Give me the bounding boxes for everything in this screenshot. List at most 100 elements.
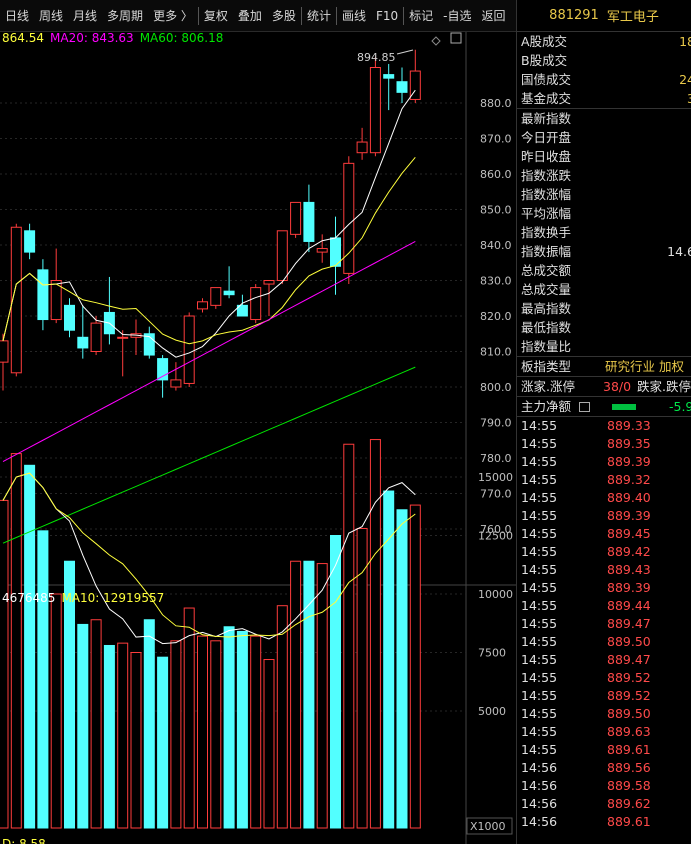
tick-time: 14:55 [521, 472, 558, 487]
toolbar-item-3[interactable]: 多周期 [107, 8, 144, 23]
tick-time: 14:56 [521, 778, 558, 793]
toolbar-item-9[interactable]: 画线 [341, 8, 366, 23]
tick-price: 889.39 [607, 580, 651, 595]
stat-value: 14.6 [667, 244, 691, 259]
volume-bar [383, 490, 395, 829]
stat-label: 最高指数 [521, 301, 572, 316]
tick-price: 889.47 [607, 616, 651, 631]
tick-row: 14:56 889.58 [517, 777, 691, 795]
stat-value: 24 [679, 72, 691, 87]
tick-row: 14:55 889.39 [517, 507, 691, 525]
updown-label: 涨家.涨停 [521, 379, 575, 394]
volume-bar [90, 619, 102, 829]
price-tick-label: 790.0 [480, 417, 512, 430]
price-tick-label: 880.0 [480, 97, 512, 110]
toolbar-item-5[interactable]: 复权 [203, 8, 228, 23]
mainflow-label: 主力净额 [521, 399, 572, 414]
price-tick-label: 780.0 [480, 452, 512, 465]
tick-time: 14:55 [521, 418, 558, 433]
stat-row: 最低指数 [517, 318, 691, 337]
candle-down [143, 333, 155, 356]
volume-bar [197, 635, 208, 829]
tick-row: 14:55 889.42 [517, 543, 691, 561]
stat-row: 总成交额 [517, 261, 691, 280]
list-icon[interactable] [579, 402, 590, 412]
toolbar-item-8[interactable]: 统计 [306, 8, 331, 23]
stat-row: 指数涨幅 [517, 185, 691, 204]
sector-type-row: 板指类型 研究行业 加权 [517, 357, 691, 377]
volume-legend: 4676485 MA10: 12919557 [2, 591, 164, 605]
volume-bar [276, 605, 288, 829]
price-tick-label: 860.0 [480, 168, 512, 181]
candlestick-chart[interactable]: 880.0 870.0 860.0 850.0 840.0 830.0 820.0 810.0… [0, 32, 516, 844]
stat-row: 指数涨跌 [517, 166, 691, 185]
tick-price: 889.63 [607, 724, 651, 739]
ma10-line [2, 156, 416, 345]
candle-down [77, 336, 89, 349]
stat-row: B股成交 [517, 51, 691, 70]
tick-price: 889.47 [607, 652, 651, 667]
toolbar-item-10[interactable]: F10 [375, 8, 399, 23]
tick-price: 889.58 [607, 778, 651, 793]
candle-up [290, 201, 302, 235]
volume-tick-label: 7500 [478, 647, 506, 660]
volume-bar [409, 504, 421, 829]
toolbar-separator [197, 6, 199, 25]
diamond-icon [431, 36, 441, 46]
tick-price: 889.50 [607, 634, 651, 649]
sector-value[interactable]: 研究行业 加权 [605, 359, 684, 374]
stat-row: 指数振幅 14.6 [517, 242, 691, 261]
ma20-legend: MA20: 843.63 [50, 32, 134, 45]
toolbar-item-11[interactable]: 标记 [409, 8, 434, 23]
toolbar-item-12[interactable]: -自选 [443, 8, 472, 23]
tick-time: 14:55 [521, 706, 558, 721]
tick-row: 14:55 889.47 [517, 615, 691, 633]
tick-row: 14:55 889.47 [517, 651, 691, 669]
stat-label: 指数涨幅 [521, 187, 572, 202]
candle-up [183, 315, 195, 384]
volume-unit: X1000 [470, 820, 506, 833]
candle-down [223, 290, 235, 296]
updown-value: 38/0 [603, 379, 632, 394]
ma20-line [2, 241, 416, 462]
volume-bar [50, 593, 62, 829]
stat-value: 3 [687, 89, 691, 108]
toolbar-item-13[interactable]: 返回 [481, 8, 506, 23]
candle-down [396, 81, 408, 93]
sector-label: 板指类型 [521, 359, 572, 374]
index-code: 881291 [549, 8, 599, 23]
toolbar-item-7[interactable]: 多股 [271, 8, 296, 23]
candle-down [383, 74, 395, 79]
volume-bar [263, 659, 275, 829]
tick-list[interactable]: 14:55 889.33 14:55 889.35 14:55 889.39 14:55 88… [517, 417, 691, 831]
price-tick-label: 830.0 [480, 275, 512, 288]
toolbar-item-2[interactable]: 月线 [73, 8, 98, 23]
toolbar-item-0[interactable]: 日线 [5, 8, 30, 23]
price-tick-label: 850.0 [480, 204, 512, 217]
stat-label: 指数换手 [521, 225, 572, 240]
volume-bar [170, 640, 182, 829]
volume-bar [250, 635, 262, 829]
volume-bar [64, 560, 75, 829]
toolbar-item-1[interactable]: 周线 [39, 8, 64, 23]
volume-bar [10, 453, 22, 829]
tick-row: 14:55 889.43 [517, 561, 691, 579]
toolbar-item-6[interactable]: 叠加 [237, 8, 262, 23]
volume-bar [369, 439, 381, 829]
mainflow-bar [612, 404, 636, 410]
ma5-legend: 864.54 [2, 32, 44, 45]
candle-up [343, 162, 355, 274]
candle-down [64, 304, 75, 331]
toolbar-item-4[interactable]: 更多 〉 [153, 8, 193, 23]
stat-row: 最高指数 [517, 299, 691, 318]
tick-time: 14:55 [521, 742, 558, 757]
volume-bar [103, 644, 115, 829]
candle-down [236, 304, 248, 317]
volume-bar [157, 656, 169, 829]
stat-row: A股成交 18 [517, 32, 691, 51]
mainflow-row: 主力净额 -5.9 [517, 397, 691, 417]
candle-up [276, 230, 288, 282]
tick-price: 889.61 [607, 814, 651, 829]
volume-unit-box [466, 817, 513, 835]
tick-time: 14:55 [521, 598, 558, 613]
